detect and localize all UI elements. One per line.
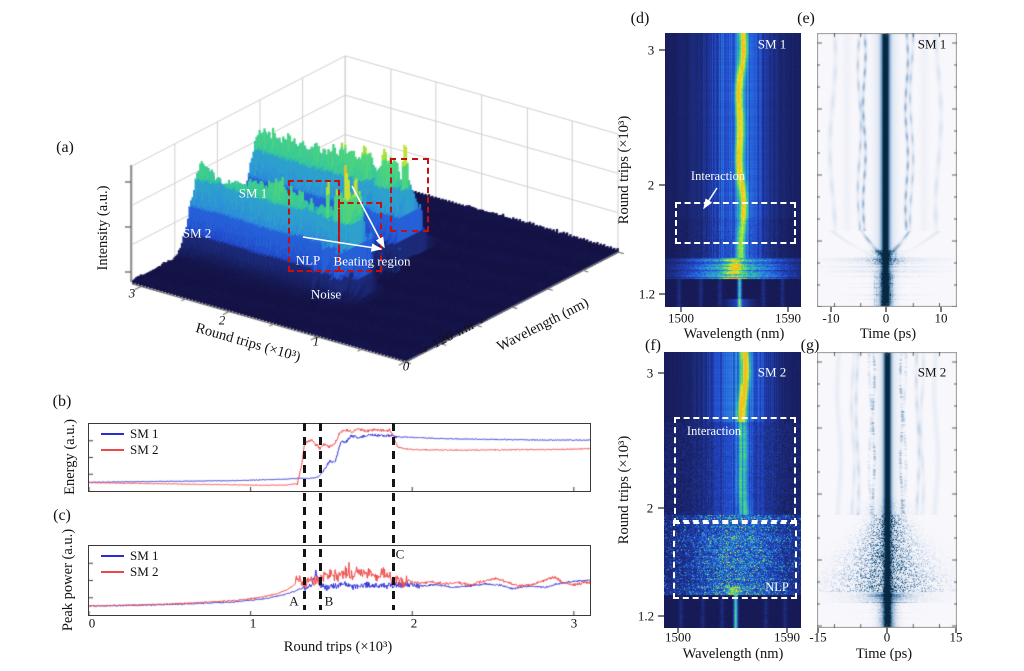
panel-c-legend: SM 1 SM 2 [101,548,159,580]
annotation-nlp-f: NLP [765,579,789,594]
panel-a-x-tick-0: 0 [402,358,410,374]
panel-e-x-tick-10: 10 [934,310,948,326]
panel-b-y-axis-label: Energy (a.u.) [61,419,78,495]
legend-item-sm2: SM 2 [101,564,159,580]
annotation-sm1-a: SM 1 [238,185,268,201]
panel-d-y-tick-2: 2 [647,177,655,193]
event-label-C: C [395,546,405,562]
panel-e-x-axis-label: Time (ps) [859,325,917,342]
panel-g-x-axis-label: Time (ps) [855,645,913,662]
panel-b-tag: (b) [52,393,72,410]
series-label-sm2-g: SM 2 [917,364,947,380]
panel-a-surface-canvas [60,5,630,375]
panel-c-x-axis-label: Round trips (×10³) [283,638,393,655]
panel-f-tag: (f) [645,337,661,354]
legend-item-sm1: SM 1 [101,426,159,442]
panel-f-y-tick-3: 3 [646,365,654,381]
legend-item-sm1: SM 1 [101,548,159,564]
legend-label: SM 1 [130,548,159,563]
annotation-sm2-a: SM 2 [182,225,212,241]
panel-d-y-axis-label: Round trips (×10³) [615,115,632,225]
panel-f-x-tick-1500: 1500 [665,629,691,645]
panel-c-peakpower-canvas [88,545,591,616]
annotation-beating-region: Beating region [333,253,411,269]
panel-d-y-tick-3: 3 [647,42,655,58]
annotation-noise: Noise [310,286,342,302]
panel-g-time-map-canvas [817,352,957,628]
panel-d-x-tick-1500: 1500 [668,310,694,326]
panel-a-z-axis-label: Intensity (a.u.) [94,185,111,271]
panel-c-x-tick-2: 2 [410,615,418,631]
panel-b-legend: SM 1 SM 2 [101,426,159,458]
panel-d-x-tick-1590: 1590 [775,310,801,326]
annotation-nlp-a: NLP [295,252,321,268]
legend-label: SM 2 [130,564,159,579]
panel-f-y-tick-2: 2 [646,500,654,516]
legend-item-sm2: SM 2 [101,442,159,458]
panel-a-tag: (a) [56,139,74,156]
panel-e-x-tick-m10: -10 [822,310,840,326]
panel-a-x-tick-3: 3 [128,285,136,301]
panel-c-y-axis-label: Peak power (a.u.) [59,528,76,632]
sm1-line-sample-icon [101,554,124,558]
panel-e-x-tick-0: 0 [882,310,890,326]
panel-d-x-axis-label: Wavelength (nm) [683,325,785,342]
beating-highlight-box [390,158,429,232]
event-line-B [319,423,322,610]
nlp-box-f [673,520,797,599]
panel-g-tag: (g) [800,337,820,354]
panel-g-x-tick-m15: -15 [809,629,827,645]
sm2-line-sample-icon [101,448,124,452]
annotation-interaction-f: Interaction [686,423,742,438]
panel-a-x-tick-1: 1 [312,333,320,349]
panel-f-x-tick-1590: 1590 [774,629,800,645]
event-line-A [303,423,306,610]
series-label-sm1-e: SM 1 [917,36,947,52]
panel-f-y-axis-label: Round trips (×10³) [615,435,632,545]
legend-label: SM 2 [130,442,159,457]
sm2-line-sample-icon [101,570,124,574]
panel-c-tag: (c) [53,507,71,524]
event-line-C [392,423,395,610]
panel-d-y-tick-1p2: 1.2 [638,286,656,302]
panel-b-energy-canvas [88,423,591,492]
event-label-B: B [324,593,334,609]
panel-c-x-tick-1: 1 [249,615,257,631]
annotation-interaction-d: Interaction [690,168,746,183]
series-label-sm2-f: SM 2 [757,364,787,380]
panel-d-spectrum-map-canvas [665,33,801,307]
legend-label: SM 1 [130,426,159,441]
panel-c-x-tick-3: 3 [570,615,578,631]
interaction-box-f [674,417,796,524]
series-label-sm1-d: SM 1 [757,36,787,52]
interaction-box-d [675,202,796,244]
panel-f-spectrum-map-canvas [664,352,801,628]
panel-f-y-tick-1p2: 1.2 [637,608,655,624]
panel-e-tag: (e) [797,10,815,27]
panel-g-x-tick-0: 0 [883,629,891,645]
sm1-line-sample-icon [101,432,124,436]
panel-d-tag: (d) [630,10,650,27]
event-label-A: A [289,593,299,609]
panel-e-time-map-canvas [817,33,957,307]
panel-f-x-axis-label: Wavelength (nm) [682,645,784,662]
panel-a-x-tick-2: 2 [218,312,226,328]
panel-g-x-tick-15: 15 [949,629,963,645]
panel-c-x-tick-0: 0 [88,615,96,631]
